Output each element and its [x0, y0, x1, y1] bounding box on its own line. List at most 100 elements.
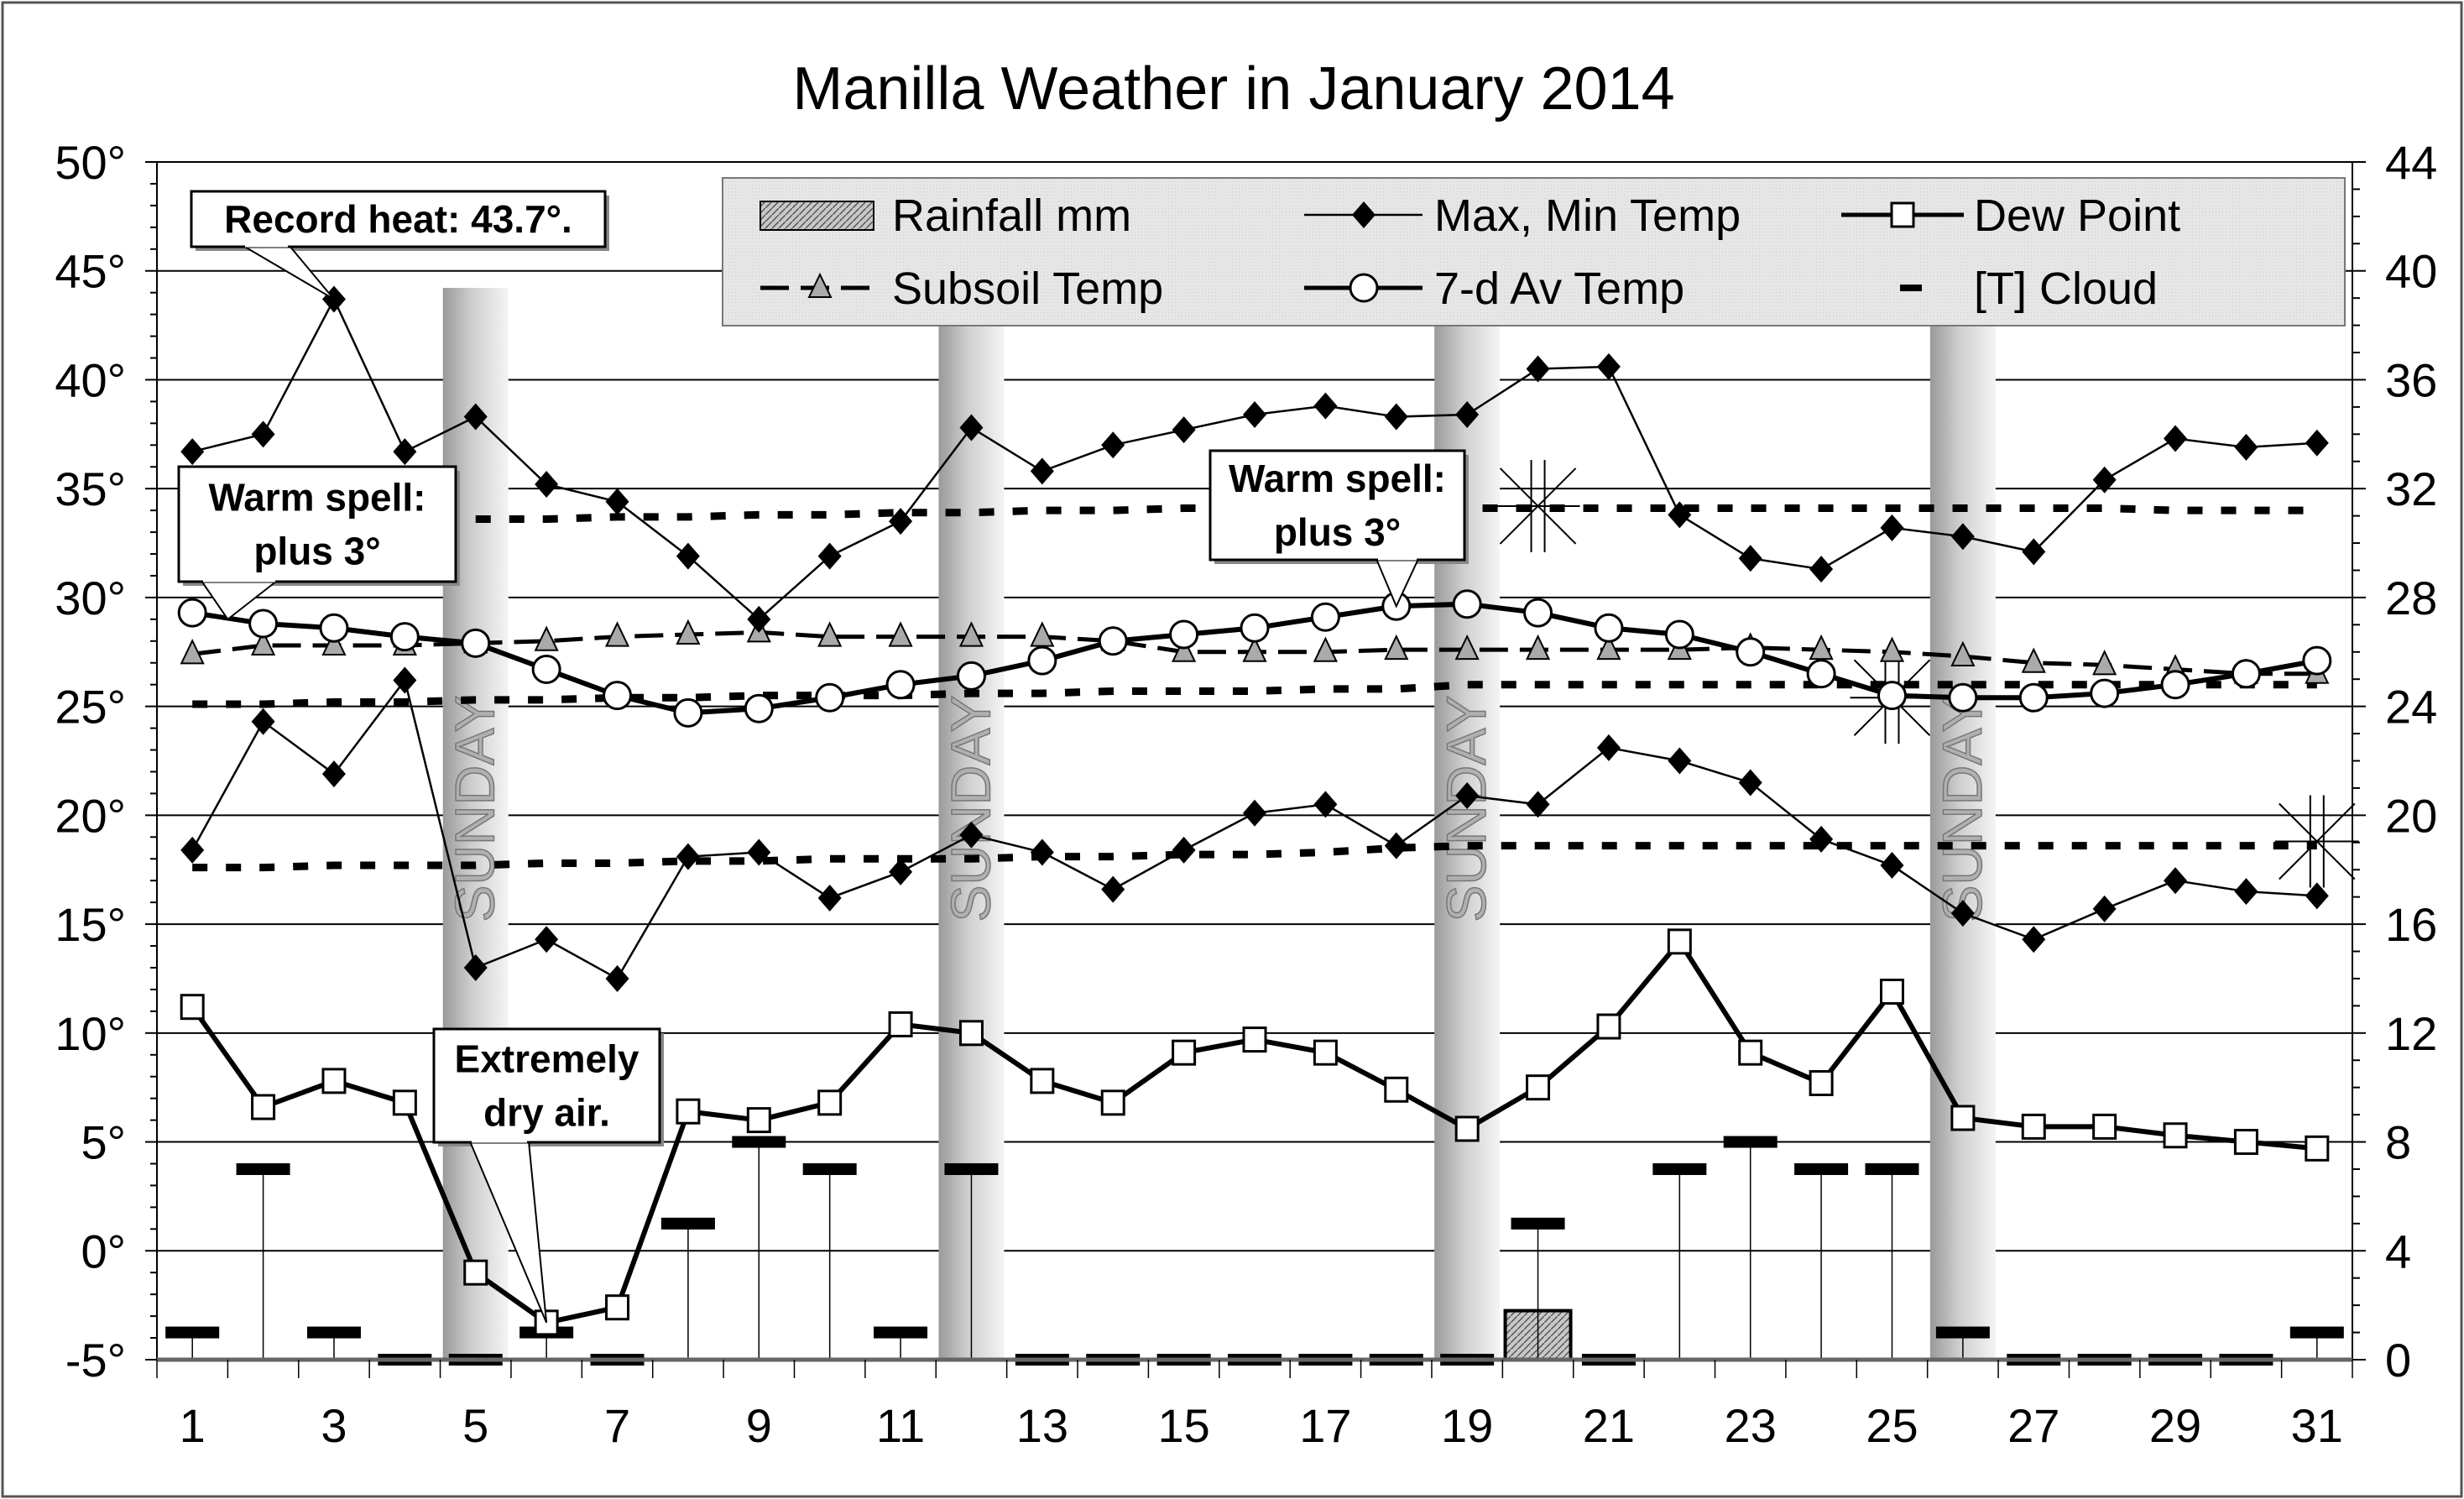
max-temp-marker [1738, 545, 1762, 572]
right-axis-label: 44 [2385, 136, 2437, 189]
min-temp-marker [959, 821, 984, 849]
avg7-marker [1594, 613, 1624, 643]
avg7-marker [389, 622, 420, 652]
subsoil-point [1172, 636, 1197, 662]
dew-point-marker [251, 1094, 276, 1120]
dew-point-marker [1030, 1068, 1055, 1094]
avg7-marker [248, 608, 279, 639]
cloud-mark [874, 1326, 928, 1339]
x-axis-label: 5 [462, 1399, 488, 1452]
avg7-marker [1452, 589, 1482, 619]
right-axis-label: 40 [2385, 245, 2437, 298]
dew-point-marker [2163, 1122, 2188, 1149]
cloud-mark [1511, 1217, 1565, 1230]
right-axis-label: 28 [2385, 572, 2437, 624]
cloud-mark [1865, 1162, 1919, 1175]
left-axis-label: 0° [81, 1225, 126, 1277]
x-axis-label: 7 [604, 1399, 630, 1452]
left-axis-label: 50° [55, 136, 126, 189]
subsoil-point [1384, 634, 1409, 661]
right-axis-label: 12 [2385, 1007, 2437, 1060]
max-temp-marker [747, 605, 771, 633]
dew-point-marker [1667, 928, 1692, 955]
min-temp-line [191, 677, 2317, 980]
cloud-mark [165, 1326, 220, 1339]
dew-point-marker [1738, 1039, 1763, 1066]
cloud-mark [236, 1162, 290, 1175]
min-temp-marker [747, 838, 771, 866]
avg7-marker [1098, 626, 1128, 656]
max-temp-marker [1950, 523, 1975, 551]
x-axis-label: 23 [1725, 1399, 1777, 1452]
dew-point-marker [958, 1020, 984, 1047]
min-temp-marker [2092, 895, 2117, 922]
left-axis-label: 40° [55, 353, 126, 406]
sunday-bands: SUNDAY SUNDAY SUNDAY SUNDAY [442, 288, 1996, 1360]
legend-maxmin-diamond-icon [1352, 201, 1376, 228]
avg7-marker [2231, 659, 2261, 689]
avg7-marker [1240, 613, 1270, 643]
subsoil-point [958, 621, 984, 647]
subsoil-point [250, 629, 276, 655]
min-temp-marker [2234, 878, 2258, 906]
max-temp-marker [1101, 431, 1125, 459]
subsoil-point [676, 619, 701, 645]
legend-subsoil-triangle-icon [807, 272, 833, 298]
max-temp-marker [959, 414, 984, 441]
avg7-marker [1310, 602, 1340, 632]
legend-box [722, 177, 2346, 326]
x-axis-label: 19 [1441, 1399, 1493, 1452]
min-temp-marker [2305, 882, 2329, 910]
sunday-label: SUNDAY [1931, 696, 1993, 922]
right-axis-label: 24 [2385, 681, 2437, 734]
avg7-marker [1169, 619, 1199, 650]
x-axis-label: 17 [1299, 1399, 1351, 1452]
dew-point-marker [321, 1068, 347, 1094]
dew-point-marker [392, 1089, 417, 1116]
annotation-pointer [240, 245, 335, 300]
x-axis-label: 13 [1016, 1399, 1068, 1452]
min-temp-marker [1668, 747, 1692, 775]
subsoil-point [1313, 636, 1338, 662]
min-temp-marker [535, 926, 559, 953]
annotation-box [1209, 449, 1466, 561]
max-temp-marker [2234, 433, 2258, 461]
annotations: Record heat: 43.7°. Warm spell: plus 3° War… [177, 190, 1469, 1324]
x-axis-label: 9 [746, 1399, 772, 1452]
max-temp-marker [1384, 403, 1408, 431]
dew-point-marker [888, 1011, 913, 1037]
right-axis-label: 16 [2385, 898, 2437, 951]
subsoil-point [1596, 634, 1621, 661]
min-temp-marker [1101, 875, 1125, 903]
min-temp-marker [817, 884, 842, 911]
min-temp-marker [1738, 769, 1762, 797]
sunday-label: SUNDAY [444, 696, 506, 922]
legend-avg7-label: 7-d Av Temp [1434, 264, 1684, 314]
min-temp-marker [676, 843, 700, 870]
min-temp-marker [1313, 791, 1338, 818]
dew-point-marker [605, 1294, 630, 1321]
subsoil-point [1879, 636, 1905, 662]
left-axis-label: 15° [55, 898, 126, 951]
right-axis-label: 32 [2385, 462, 2437, 515]
x-axis-label: 27 [2007, 1399, 2059, 1452]
max-temp-marker [180, 438, 205, 466]
cloud-mark [1723, 1136, 1778, 1148]
avg7-marker [1948, 682, 1978, 713]
min-temp-marker [1455, 782, 1480, 810]
min-temp-marker [1880, 852, 1904, 880]
max-temp-marker [2092, 466, 2117, 494]
dew-point-marker [2233, 1129, 2258, 1156]
annotation-text: Warm spell: [208, 476, 425, 520]
max-temp-marker [393, 438, 417, 466]
subsoil-point [2092, 650, 2117, 676]
max-temp-marker [889, 508, 913, 535]
sunday-band [1929, 288, 1996, 1360]
cloud-mark [802, 1162, 857, 1175]
x-axis-label: 3 [321, 1399, 347, 1452]
cloud-mark [944, 1162, 999, 1175]
max-temp-marker [1172, 416, 1196, 444]
max-temp-marker [1243, 400, 1266, 428]
legend-dew-square-icon [1890, 201, 1915, 228]
sunday-label: SUNDAY [939, 696, 1001, 922]
